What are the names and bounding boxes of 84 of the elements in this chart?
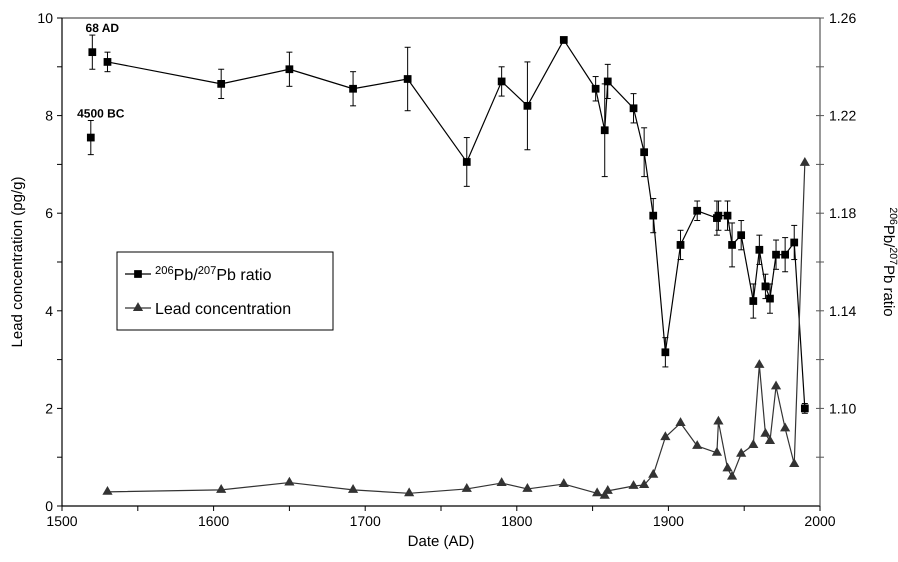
x-tick-label: 1500 xyxy=(46,513,78,529)
point xyxy=(348,484,358,493)
point xyxy=(790,238,798,246)
point xyxy=(592,487,602,496)
point xyxy=(754,359,764,368)
point xyxy=(755,246,764,254)
point xyxy=(789,458,800,467)
point xyxy=(104,58,112,66)
point xyxy=(102,486,113,495)
point xyxy=(639,479,650,488)
point xyxy=(592,84,600,93)
point xyxy=(714,212,722,220)
point xyxy=(558,478,569,487)
point xyxy=(724,212,732,220)
point xyxy=(216,484,226,493)
annotation: 4500 BC xyxy=(77,106,125,121)
point xyxy=(749,297,758,305)
y-tick-label: 6 xyxy=(45,205,54,222)
point xyxy=(462,158,471,166)
point xyxy=(712,446,722,456)
point xyxy=(770,380,782,390)
point xyxy=(762,282,770,290)
point xyxy=(675,417,686,426)
point xyxy=(640,148,648,156)
y-tick-label: 8 xyxy=(45,108,54,124)
point xyxy=(600,126,609,134)
point xyxy=(649,212,658,220)
point xyxy=(217,80,226,88)
point xyxy=(560,36,568,44)
annotation: 68 AD xyxy=(86,21,120,36)
y2-tick-label: 1.18 xyxy=(829,205,856,222)
point xyxy=(781,250,790,259)
point xyxy=(748,439,758,448)
x-axis-title: Date (AD) xyxy=(408,533,474,550)
point xyxy=(693,206,702,215)
point xyxy=(661,348,670,356)
point xyxy=(766,294,774,302)
y-tick-label: 0 xyxy=(45,498,54,514)
point xyxy=(284,476,294,486)
point xyxy=(88,48,96,56)
y2-tick-label: 1.26 xyxy=(829,10,856,26)
point xyxy=(726,470,738,480)
x-tick-label: 1900 xyxy=(652,513,684,529)
point xyxy=(286,65,294,74)
point xyxy=(713,416,724,425)
x-tick-label: 1700 xyxy=(350,513,381,529)
point xyxy=(800,157,810,166)
point xyxy=(524,102,532,110)
y-tick-label: 2 xyxy=(45,400,54,416)
legend-label: $^{206}$Pb/$^{207}$Pb ratio xyxy=(155,265,272,284)
point xyxy=(676,241,684,249)
point xyxy=(498,78,506,86)
point xyxy=(660,431,670,440)
point xyxy=(722,462,733,472)
point xyxy=(764,435,776,444)
y2-tick-label: 1.10 xyxy=(829,400,856,416)
x-tick-label: 1800 xyxy=(501,513,533,529)
point xyxy=(648,468,658,478)
x-tick-label: 2000 xyxy=(804,513,836,529)
point xyxy=(349,84,357,93)
y2-tick-label: 1.22 xyxy=(829,108,856,124)
point xyxy=(630,104,638,112)
point xyxy=(604,78,612,86)
point xyxy=(522,483,533,492)
y-tick-label: 10 xyxy=(37,10,54,26)
y-tick-label: 4 xyxy=(45,302,54,319)
y2-tick-label: 1.14 xyxy=(829,302,856,319)
point xyxy=(692,440,702,449)
point xyxy=(728,241,736,249)
point xyxy=(628,480,639,489)
point xyxy=(760,428,771,437)
point xyxy=(772,250,780,259)
point xyxy=(404,487,414,496)
point xyxy=(496,477,507,486)
point xyxy=(780,422,790,432)
y-axis-title: Lead concentration (pg/g) xyxy=(9,176,26,348)
point xyxy=(86,134,95,142)
point xyxy=(602,484,613,494)
point xyxy=(736,448,746,457)
point xyxy=(404,75,412,83)
x-tick-label: 1600 xyxy=(198,513,230,529)
point xyxy=(737,231,746,240)
point xyxy=(462,483,472,492)
legend-label: Lead concentration xyxy=(155,301,292,318)
